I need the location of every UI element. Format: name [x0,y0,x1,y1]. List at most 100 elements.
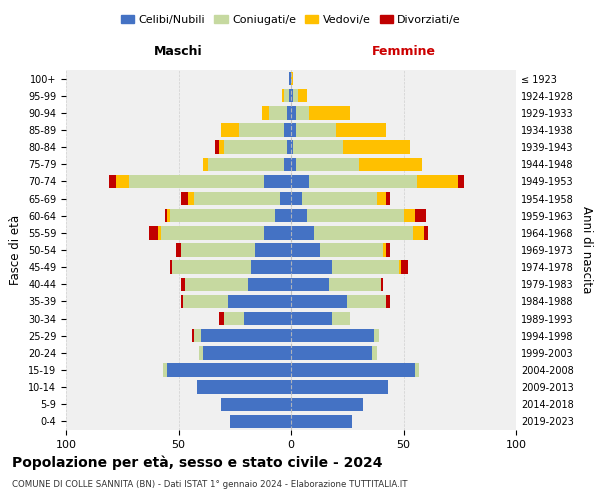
Bar [192,329,194,342]
Bar [284,89,289,102]
Bar [293,140,343,154]
Bar [331,260,399,274]
Bar [239,124,284,136]
Bar [417,174,458,188]
Y-axis label: Fasce di età: Fasce di età [10,215,22,285]
Bar [404,209,415,222]
Bar [386,294,390,308]
Bar [167,209,170,222]
Bar [219,140,223,154]
Bar [291,312,331,326]
Bar [172,260,251,274]
Bar [167,364,291,376]
Bar [194,192,280,205]
Bar [161,226,264,239]
Bar [284,158,291,171]
Bar [215,140,219,154]
Bar [291,414,352,428]
Text: Maschi: Maschi [154,45,203,58]
Bar [291,294,347,308]
Bar [383,244,386,256]
Bar [298,89,307,102]
Bar [415,364,419,376]
Bar [458,174,464,188]
Bar [221,398,291,411]
Bar [336,124,386,136]
Bar [329,278,381,291]
Bar [296,124,336,136]
Bar [176,244,181,256]
Bar [291,244,320,256]
Bar [280,192,291,205]
Bar [208,158,284,171]
Bar [331,312,349,326]
Bar [291,174,309,188]
Bar [223,312,244,326]
Bar [255,244,291,256]
Bar [287,140,291,154]
Bar [291,89,293,102]
Bar [185,278,248,291]
Bar [275,209,291,222]
Bar [401,260,408,274]
Bar [269,106,287,120]
Bar [314,226,413,239]
Bar [109,174,115,188]
Bar [386,244,390,256]
Bar [181,244,255,256]
Bar [377,192,386,205]
Bar [291,72,293,86]
Bar [415,209,426,222]
Bar [248,278,291,291]
Bar [282,89,284,102]
Bar [291,124,296,136]
Bar [296,158,359,171]
Bar [291,329,374,342]
Bar [302,192,377,205]
Bar [223,140,287,154]
Bar [187,192,194,205]
Bar [399,260,401,274]
Bar [197,380,291,394]
Bar [291,364,415,376]
Bar [291,226,314,239]
Bar [170,260,172,274]
Bar [320,244,383,256]
Bar [158,226,161,239]
Legend: Celibi/Nubili, Coniugati/e, Vedovi/e, Divorziati/e: Celibi/Nubili, Coniugati/e, Vedovi/e, Di… [116,11,466,30]
Bar [413,226,424,239]
Bar [221,124,239,136]
Bar [291,140,293,154]
Bar [291,209,307,222]
Bar [343,140,410,154]
Bar [228,294,291,308]
Bar [359,158,421,171]
Bar [199,346,203,360]
Text: Popolazione per età, sesso e stato civile - 2024: Popolazione per età, sesso e stato civil… [12,455,383,469]
Bar [347,294,386,308]
Bar [219,312,223,326]
Bar [424,226,428,239]
Bar [374,329,379,342]
Bar [293,89,298,102]
Bar [291,346,372,360]
Y-axis label: Anni di nascita: Anni di nascita [580,206,593,294]
Bar [194,329,201,342]
Bar [163,364,167,376]
Bar [284,124,291,136]
Bar [291,158,296,171]
Bar [183,294,228,308]
Text: COMUNE DI COLLE SANNITA (BN) - Dati ISTAT 1° gennaio 2024 - Elaborazione TUTTITA: COMUNE DI COLLE SANNITA (BN) - Dati ISTA… [12,480,407,489]
Bar [307,209,404,222]
Bar [264,226,291,239]
Bar [181,192,187,205]
Bar [291,398,363,411]
Bar [309,106,349,120]
Bar [170,209,275,222]
Bar [291,106,296,120]
Bar [372,346,377,360]
Bar [165,209,167,222]
Bar [289,72,291,86]
Bar [264,174,291,188]
Bar [203,346,291,360]
